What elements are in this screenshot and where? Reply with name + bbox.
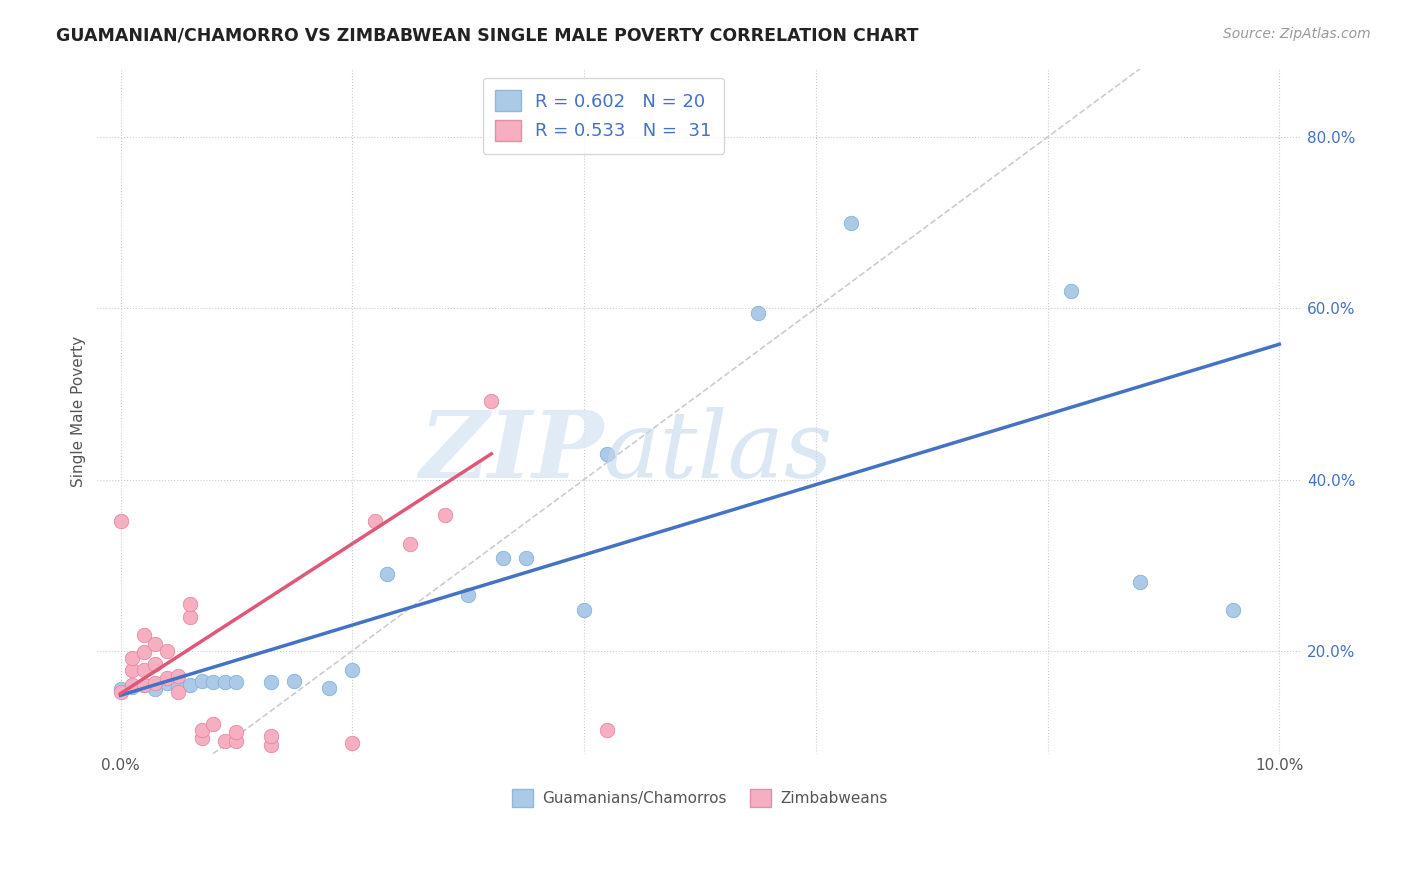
Point (156, 644, 179, 658)
Text: ZIP: ZIP (419, 407, 603, 497)
Point (839, 216, 862, 230)
Point (190, 723, 212, 737)
Point (202, 716, 225, 731)
Point (121, 650, 143, 665)
Point (375, 566, 398, 581)
Point (156, 676, 179, 690)
Point (214, 733, 236, 747)
Point (214, 675, 236, 690)
Point (202, 675, 225, 690)
Point (110, 685, 132, 699)
Point (132, 663, 155, 677)
Point (167, 669, 190, 683)
Point (156, 671, 179, 685)
Point (167, 685, 190, 699)
Point (132, 628, 155, 642)
Point (318, 681, 340, 695)
Point (179, 609, 201, 624)
Point (1060, 284, 1083, 298)
Point (121, 663, 143, 677)
Point (110, 514, 132, 528)
Point (121, 680, 143, 694)
Point (283, 673, 305, 688)
Point (132, 678, 155, 692)
Point (132, 678, 155, 692)
Point (143, 637, 166, 651)
Point (1129, 575, 1152, 590)
Point (399, 537, 422, 551)
Point (260, 730, 283, 744)
Point (572, 602, 595, 616)
Point (260, 675, 283, 690)
Point (342, 736, 364, 750)
Point (515, 551, 537, 566)
Point (479, 393, 502, 408)
Point (132, 645, 155, 659)
Point (1222, 602, 1244, 616)
Point (190, 731, 212, 745)
Point (225, 675, 247, 690)
Point (179, 678, 201, 692)
Text: Source: ZipAtlas.com: Source: ZipAtlas.com (1223, 27, 1371, 41)
Text: GUAMANIAN/CHAMORRO VS ZIMBABWEAN SINGLE MALE POVERTY CORRELATION CHART: GUAMANIAN/CHAMORRO VS ZIMBABWEAN SINGLE … (56, 27, 918, 45)
Point (121, 678, 143, 692)
Point (143, 676, 166, 690)
Point (457, 588, 479, 602)
Point (433, 508, 456, 523)
Point (492, 551, 515, 566)
Point (179, 597, 201, 611)
Point (225, 733, 247, 747)
Text: atlas: atlas (603, 407, 832, 497)
Legend: Guamanians/Chamorros, Zimbabweans: Guamanians/Chamorros, Zimbabweans (505, 781, 896, 814)
Y-axis label: Single Male Poverty: Single Male Poverty (72, 335, 86, 486)
Point (364, 514, 387, 528)
Point (596, 723, 619, 737)
Point (342, 663, 364, 677)
Point (110, 682, 132, 697)
Point (190, 673, 212, 688)
Point (143, 682, 166, 697)
Point (747, 305, 769, 319)
Point (167, 680, 190, 694)
Point (596, 447, 619, 461)
Point (143, 657, 166, 671)
Point (225, 725, 247, 739)
Point (260, 738, 283, 752)
